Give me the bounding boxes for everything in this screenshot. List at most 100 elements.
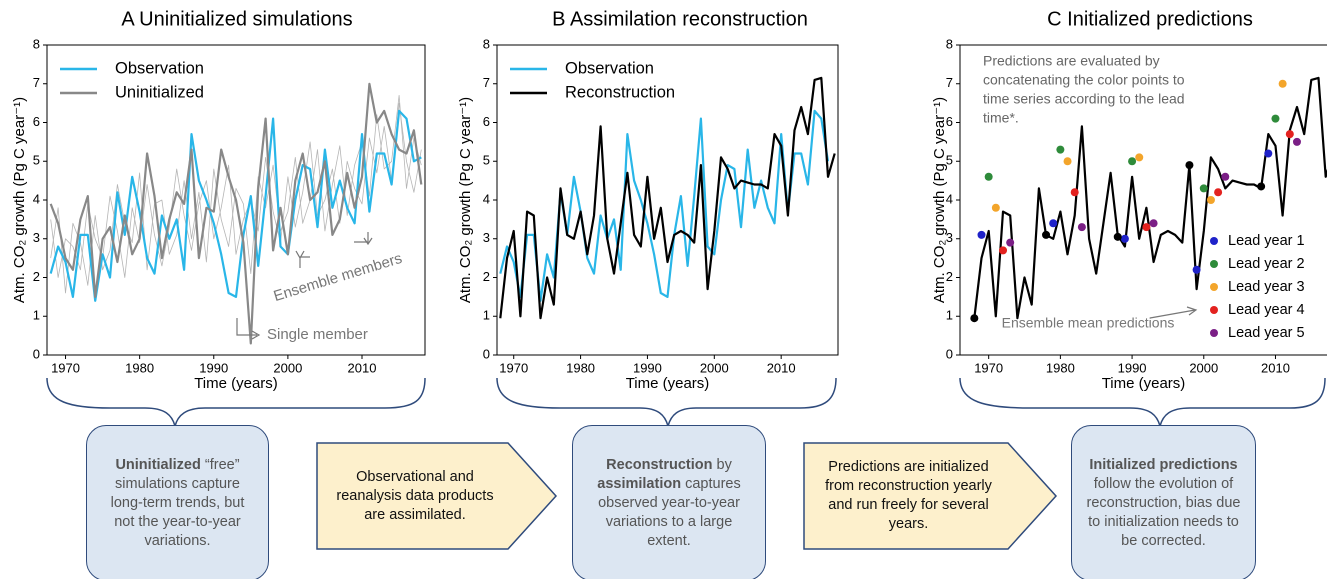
box-text: Predictions are initialized from reconst… (820, 458, 997, 534)
y-tick-label: 7 (946, 75, 953, 90)
point (1185, 161, 1194, 170)
legend-marker (1210, 306, 1218, 314)
annotation-arrow (236, 318, 261, 340)
y-tick-label: 3 (33, 230, 40, 245)
text-box: Predictions are initialized from reconst… (806, 445, 1011, 547)
point (1285, 130, 1294, 139)
x-tick-label: 1980 (566, 360, 595, 375)
y-tick-label: 2 (33, 269, 40, 284)
point (1221, 172, 1230, 181)
box-text-part: Predictions are initialized from reconst… (825, 459, 992, 532)
x-tick-label: 2010 (348, 360, 377, 375)
point (1271, 114, 1280, 123)
box-text: Initialized predictions follow the evolu… (1086, 456, 1241, 551)
arrow-box (803, 442, 1058, 550)
y-tick-label: 3 (946, 230, 953, 245)
y-tick-label: 6 (33, 114, 40, 129)
x-tick-label: 1980 (1046, 360, 1075, 375)
y-tick-label: 1 (483, 308, 490, 323)
text-box: Uninitialized “free” simulations capture… (86, 425, 269, 579)
legend-label: Reconstruction (565, 83, 675, 101)
point (1206, 196, 1215, 204)
y-axis-label: Atm. CO₂ growth (Pg C year⁻¹) (11, 97, 28, 303)
series-line (49, 82, 423, 345)
y-tick-label: 7 (33, 75, 40, 90)
y-tick-label: 6 (946, 114, 953, 129)
text-box: Initialized predictions follow the evolu… (1071, 425, 1256, 579)
legend-marker (1210, 260, 1218, 268)
box-text-part: Initialized predictions (1089, 456, 1238, 473)
point (1135, 153, 1144, 162)
point (1149, 219, 1158, 228)
series-line (49, 109, 422, 302)
x-tick-label: 1970 (499, 360, 528, 375)
axes-frame (496, 44, 839, 356)
series-line (499, 109, 830, 302)
x-tick-label: 2000 (273, 360, 302, 375)
legend-marker (1210, 329, 1218, 337)
point (1292, 137, 1301, 146)
legend-label: Observation (115, 59, 204, 77)
point (999, 246, 1008, 255)
y-tick-label: 2 (483, 269, 490, 284)
plot-area (970, 76, 1327, 323)
y-tick-label: 2 (946, 269, 953, 284)
box-text-part: Uninitialized (115, 456, 201, 473)
x-tick-label: 1980 (125, 360, 154, 375)
axes-frame (46, 44, 426, 356)
x-axis-label: Time (years) (626, 375, 710, 392)
axes-frame (959, 44, 1327, 356)
y-tick-label: 0 (946, 346, 953, 361)
y-tick-label: 4 (483, 191, 490, 206)
point (1128, 157, 1137, 166)
box-text-part: captures observed year-to-year variation… (598, 475, 741, 549)
plot-area (49, 82, 423, 345)
y-tick-label: 8 (33, 36, 40, 51)
y-tick-label: 4 (946, 191, 953, 206)
chart-title: B Assimilation reconstruction (552, 8, 808, 30)
box-text-part: by (712, 456, 732, 473)
legend-marker (1210, 237, 1218, 245)
x-axis-label: Time (years) (1102, 375, 1186, 392)
point (1278, 79, 1287, 88)
point (1214, 188, 1223, 197)
y-tick-label: 5 (33, 153, 40, 168)
annotation-arrow (295, 232, 373, 268)
point (977, 230, 986, 239)
plot-area (499, 76, 836, 320)
legend-label: Lead year 3 (1228, 279, 1305, 295)
box-text-part: assimilation (597, 475, 682, 492)
y-tick-label: 8 (483, 36, 490, 51)
member-line (50, 102, 422, 278)
point (984, 172, 993, 181)
y-tick-label: 3 (483, 230, 490, 245)
y-tick-label: 4 (33, 191, 40, 206)
y-tick-label: 8 (946, 36, 953, 51)
note-line: Predictions are evaluated by (983, 53, 1160, 69)
point (1142, 223, 1151, 232)
box-text: Uninitialized “free” simulations capture… (101, 456, 254, 551)
y-axis-label: Atm. CO₂ growth (Pg C year⁻¹) (931, 97, 948, 303)
point (1077, 223, 1086, 232)
y-tick-label: 1 (946, 308, 953, 323)
point (970, 314, 979, 323)
note-line: concatenating the color points to (983, 72, 1185, 88)
x-tick-label: 1990 (633, 360, 662, 375)
box-text-part: “free” simulations capture long-term tre… (110, 456, 245, 549)
y-tick-label: 5 (483, 153, 490, 168)
text-box: Reconstruction by assimilation captures … (572, 425, 766, 579)
point (1120, 234, 1129, 243)
box-text: Observational and reanalysis data produc… (334, 468, 496, 525)
point (1257, 182, 1266, 191)
point (1049, 219, 1058, 228)
x-tick-label: 2010 (767, 360, 796, 375)
annotation: Ensemble members (272, 250, 405, 305)
x-tick-label: 1990 (1118, 360, 1147, 375)
point (1056, 145, 1065, 154)
chart-title: C Initialized predictions (1047, 8, 1253, 30)
x-tick-label: 2000 (1189, 360, 1218, 375)
y-tick-label: 7 (483, 75, 490, 90)
box-text: Reconstruction by assimilation captures … (587, 456, 751, 551)
